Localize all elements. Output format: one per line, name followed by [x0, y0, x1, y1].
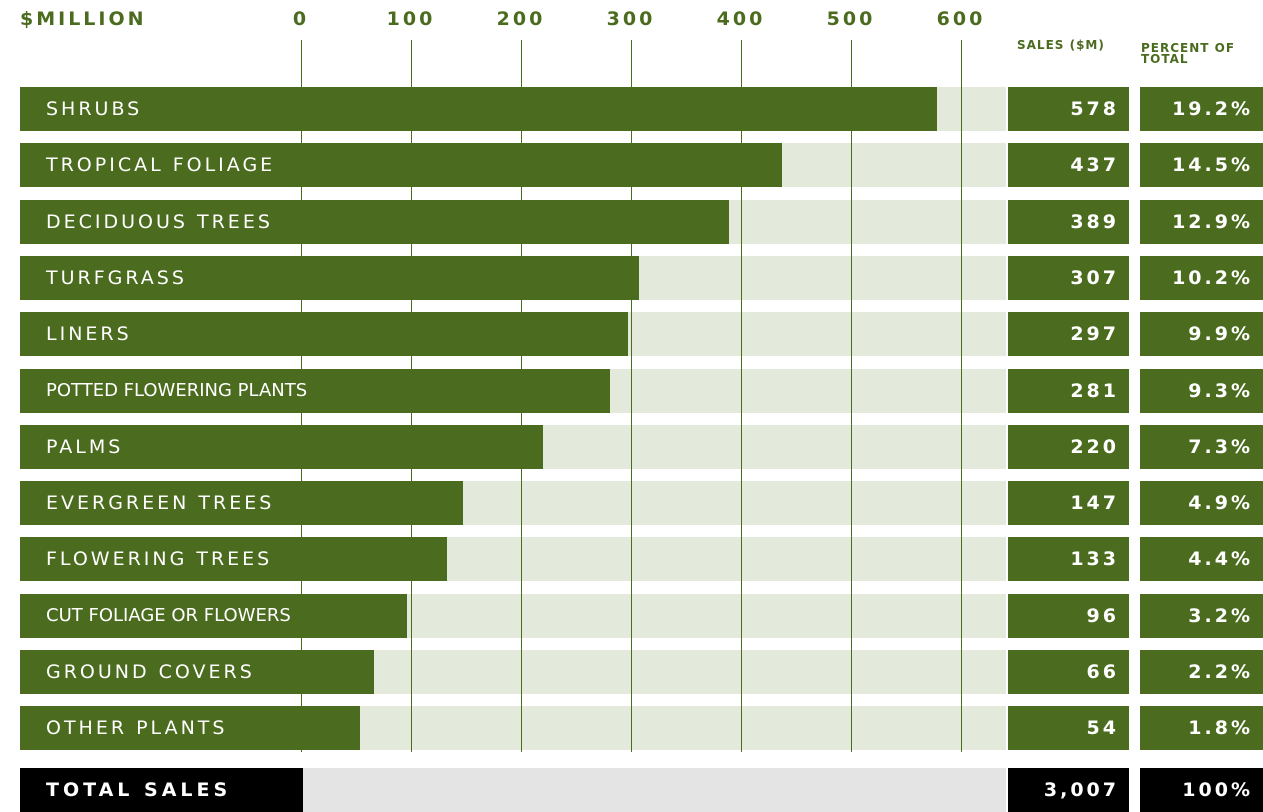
bar [20, 312, 628, 357]
percent-label: 7.3% [1188, 435, 1253, 458]
bar [20, 481, 463, 526]
bar [20, 424, 543, 469]
value-cell: 54 [1008, 706, 1129, 751]
total-value-cell: 3,007 [1008, 768, 1129, 812]
value-cell: 297 [1008, 312, 1129, 357]
percent-label: 3.2% [1188, 604, 1253, 627]
percent-cell: 9.9% [1140, 312, 1263, 357]
category-label: POTTED FLOWERING PLANTS [46, 379, 308, 401]
gridline [961, 40, 962, 752]
x-tick-label: 300 [606, 8, 656, 30]
x-tick-label: 200 [496, 8, 546, 30]
value-cell: 220 [1008, 424, 1129, 469]
value-cell: 281 [1008, 368, 1129, 413]
value-cell: 437 [1008, 143, 1129, 188]
x-tick-label: 600 [936, 8, 986, 30]
bar [20, 650, 374, 694]
percent-column-header: PERCENT OF TOTAL [1141, 41, 1236, 66]
percent-label: 10.2% [1172, 266, 1253, 289]
x-tick-label: 500 [826, 8, 876, 30]
value-label: 133 [1070, 548, 1119, 571]
percent-cell: 19.2% [1140, 87, 1263, 131]
category-label: TROPICAL FOLIAGE [46, 154, 276, 177]
category-label: SHRUBS [46, 98, 143, 120]
gridline [521, 40, 522, 752]
percent-header-line2: TOTAL [1141, 52, 1189, 66]
percent-cell: 7.3% [1140, 424, 1263, 469]
gridline [411, 40, 412, 752]
value-label: 437 [1070, 154, 1119, 177]
total-value: 3,007 [1043, 779, 1119, 801]
percent-cell: 4.4% [1140, 537, 1263, 582]
category-label: GROUND COVERS [46, 661, 255, 683]
x-tick-label: 100 [386, 8, 436, 30]
percent-label: 14.5% [1172, 154, 1253, 177]
value-label: 66 [1086, 661, 1119, 683]
total-percent-cell: 100% [1140, 768, 1263, 812]
x-tick-label: 400 [716, 8, 766, 30]
value-label: 307 [1070, 266, 1119, 289]
gridline [741, 40, 742, 752]
percent-cell: 1.8% [1140, 706, 1263, 751]
value-cell: 96 [1008, 593, 1129, 638]
category-label: OTHER PLANTS [46, 717, 228, 740]
value-cell: 66 [1008, 650, 1129, 694]
category-label: CUT FOLIAGE OR FLOWERS [46, 604, 291, 626]
bar [20, 593, 407, 638]
category-label: TURFGRASS [46, 266, 187, 289]
total-track [303, 768, 1006, 812]
gridline [301, 40, 302, 752]
percent-cell: 4.9% [1140, 481, 1263, 526]
value-label: 281 [1070, 379, 1119, 402]
total-percent: 100% [1182, 779, 1253, 801]
percent-cell: 3.2% [1140, 593, 1263, 638]
bar [20, 87, 937, 131]
value-label: 220 [1070, 435, 1119, 458]
percent-label: 4.9% [1188, 492, 1253, 515]
total-label-box: TOTAL SALES [20, 768, 303, 812]
percent-cell: 2.2% [1140, 650, 1263, 694]
percent-label: 9.3% [1188, 379, 1253, 402]
category-label: EVERGREEN TREES [46, 492, 275, 515]
percent-cell: 10.2% [1140, 255, 1263, 300]
bar [20, 537, 448, 582]
total-label: TOTAL SALES [46, 779, 232, 801]
value-label: 147 [1070, 492, 1119, 515]
percent-header-line1: PERCENT OF [1141, 41, 1236, 55]
bar [20, 706, 361, 751]
bar [20, 199, 729, 244]
category-label: DECIDUOUS TREES [46, 210, 273, 233]
bar [20, 255, 639, 300]
x-tick-label: 0 [292, 8, 310, 30]
value-label: 578 [1070, 98, 1119, 120]
value-cell: 147 [1008, 481, 1129, 526]
percent-cell: 9.3% [1140, 368, 1263, 413]
value-label: 389 [1070, 210, 1119, 233]
value-cell: 307 [1008, 255, 1129, 300]
gridline [851, 40, 852, 752]
percent-cell: 14.5% [1140, 143, 1263, 188]
value-label: 54 [1086, 717, 1119, 740]
value-cell: 578 [1008, 87, 1129, 131]
percent-label: 1.8% [1188, 717, 1253, 740]
axis-title: $MILLION [20, 8, 147, 30]
percent-label: 19.2% [1172, 98, 1253, 120]
bar [20, 368, 611, 413]
value-label: 96 [1086, 604, 1119, 627]
value-cell: 133 [1008, 537, 1129, 582]
gridline [631, 40, 632, 752]
percent-label: 2.2% [1188, 661, 1253, 683]
bar [20, 143, 782, 188]
category-label: FLOWERING TREES [46, 548, 273, 571]
value-cell: 389 [1008, 199, 1129, 244]
sales-column-header: SALES ($M) [1017, 38, 1105, 52]
percent-label: 12.9% [1172, 210, 1253, 233]
percent-cell: 12.9% [1140, 199, 1263, 244]
category-label: LINERS [46, 323, 132, 346]
value-label: 297 [1070, 323, 1119, 346]
percent-label: 9.9% [1188, 323, 1253, 346]
category-label: PALMS [46, 435, 124, 458]
percent-label: 4.4% [1188, 548, 1253, 571]
